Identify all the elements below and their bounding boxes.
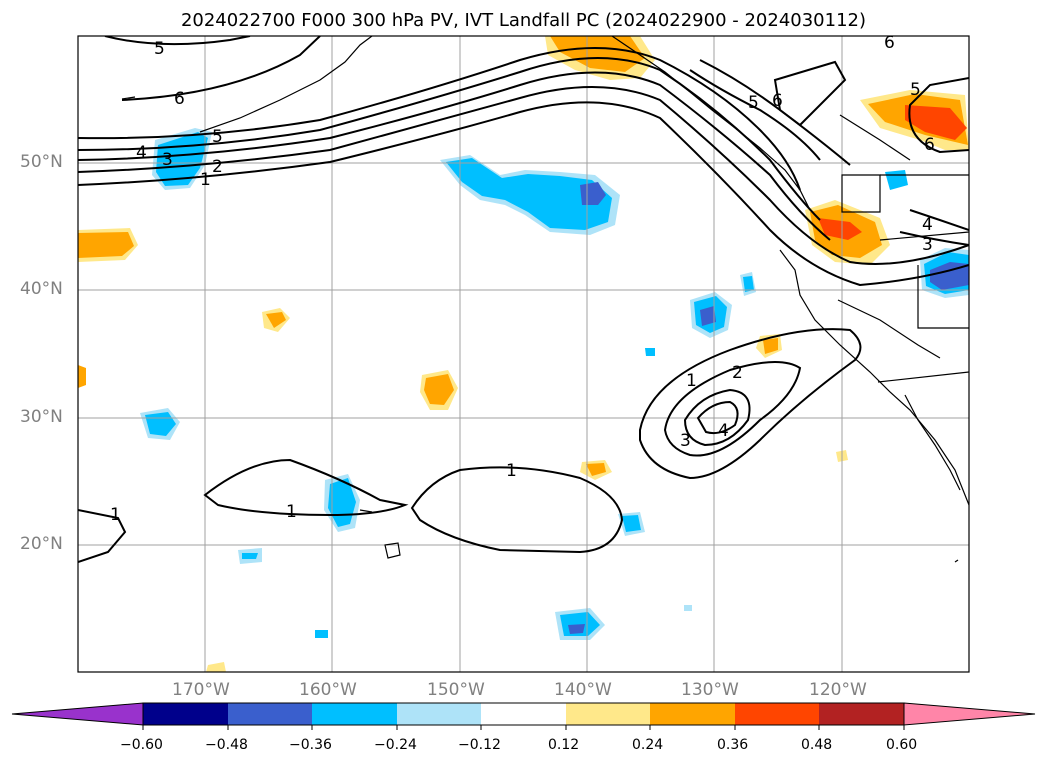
lat-label: 30°N (20, 407, 63, 427)
contour-label: 6 (884, 33, 895, 53)
negative-anomaly (684, 605, 692, 611)
coastlines (121, 36, 969, 563)
positive-anomaly (78, 365, 86, 388)
lat-label: 20°N (20, 534, 63, 554)
colorbar (11, 702, 1036, 730)
colorbar-segment (312, 703, 397, 725)
contour-label: 5 (910, 80, 921, 100)
colorbar-segment (566, 703, 650, 725)
colorbar-extend-low (11, 702, 144, 726)
colorbar-tick-label: −0.48 (205, 737, 248, 753)
contour-label: 5 (212, 127, 223, 147)
positive-anomaly (550, 36, 645, 72)
contour-label: 1 (110, 505, 121, 525)
lon-label: 150°W (427, 680, 485, 700)
pv-contours (78, 36, 969, 563)
contour-label: 3 (922, 235, 933, 255)
positive-anomaly (905, 105, 967, 140)
negative-anomaly (242, 553, 258, 559)
contour-label: 1 (286, 502, 297, 522)
contour-label: 3 (680, 431, 691, 451)
colorbar-segment (397, 703, 481, 725)
contour-label: 1 (506, 461, 517, 481)
contour-label: 6 (924, 135, 935, 155)
contour-label: 6 (174, 89, 185, 109)
negative-anomaly (645, 348, 655, 356)
colorbar-tick-label: 0.60 (886, 737, 918, 753)
colorbar-extend-high (903, 702, 1036, 726)
colorbar-tick-label: −0.60 (120, 737, 163, 753)
positive-anomaly (763, 338, 778, 354)
negative-anomaly (885, 170, 908, 190)
contour-label: 3 (162, 150, 173, 170)
negative-anomaly (568, 624, 585, 634)
lat-label: 50°N (20, 152, 63, 172)
lon-label: 130°W (681, 680, 739, 700)
negative-anomaly (315, 630, 328, 638)
contour-label: 5 (748, 93, 759, 113)
colorbar-tick-label: −0.12 (458, 737, 501, 753)
contour-label: 2 (732, 363, 743, 383)
contour-label: 6 (772, 91, 783, 111)
positive-anomaly (266, 312, 286, 328)
colorbar-tick-label: −0.36 (289, 737, 332, 753)
positive-anomaly (206, 662, 226, 672)
colorbar-tick-label: −0.24 (374, 737, 417, 753)
contour-label: 2 (212, 157, 223, 177)
negative-anomaly (622, 515, 641, 532)
contour-label: 4 (136, 143, 147, 163)
negative-anomaly (700, 306, 716, 326)
positive-anomaly (78, 232, 134, 258)
colorbar-segment (143, 703, 228, 725)
map-area: 5 6 5 4 3 2 1 5 6 6 5 6 4 3 1 2 3 4 1 1 … (78, 33, 969, 672)
colorbar-tick-label: 0.12 (548, 737, 580, 753)
gridlines (78, 36, 969, 672)
lon-label: 170°W (172, 680, 230, 700)
negative-anomaly (743, 276, 754, 292)
lon-label: 140°W (554, 680, 612, 700)
colorbar-tick-label: 0.36 (717, 737, 749, 753)
lon-label: 160°W (299, 680, 357, 700)
colorbar-segment (650, 703, 735, 725)
colorbar-segment (228, 703, 312, 725)
colorbar-tick-label: 0.24 (632, 737, 664, 753)
lat-label: 40°N (20, 279, 63, 299)
negative-anomaly (446, 158, 612, 230)
contour-labels: 5 6 5 4 3 2 1 5 6 6 5 6 4 3 1 2 3 4 1 1 … (110, 33, 935, 525)
colorbar-segment (481, 703, 566, 725)
positive-anomaly (586, 463, 606, 476)
positive-anomaly (424, 374, 454, 405)
contour-label: 4 (922, 215, 933, 235)
map-frame (77, 35, 970, 673)
negative-anomaly (930, 262, 969, 290)
colorbar-segment (735, 703, 819, 725)
colorbar-segment (819, 703, 904, 725)
colorbar-tick-label: 0.48 (801, 737, 833, 753)
contour-label: 5 (154, 39, 165, 59)
contour-label: 4 (718, 421, 729, 441)
map-title: 2024022700 F000 300 hPa PV, IVT Landfall… (180, 10, 867, 31)
shaded-anomalies (78, 36, 969, 672)
contour-label: 1 (686, 371, 697, 391)
contour-label: 1 (200, 170, 211, 190)
positive-anomaly (818, 218, 862, 240)
lon-label: 120°W (809, 680, 867, 700)
